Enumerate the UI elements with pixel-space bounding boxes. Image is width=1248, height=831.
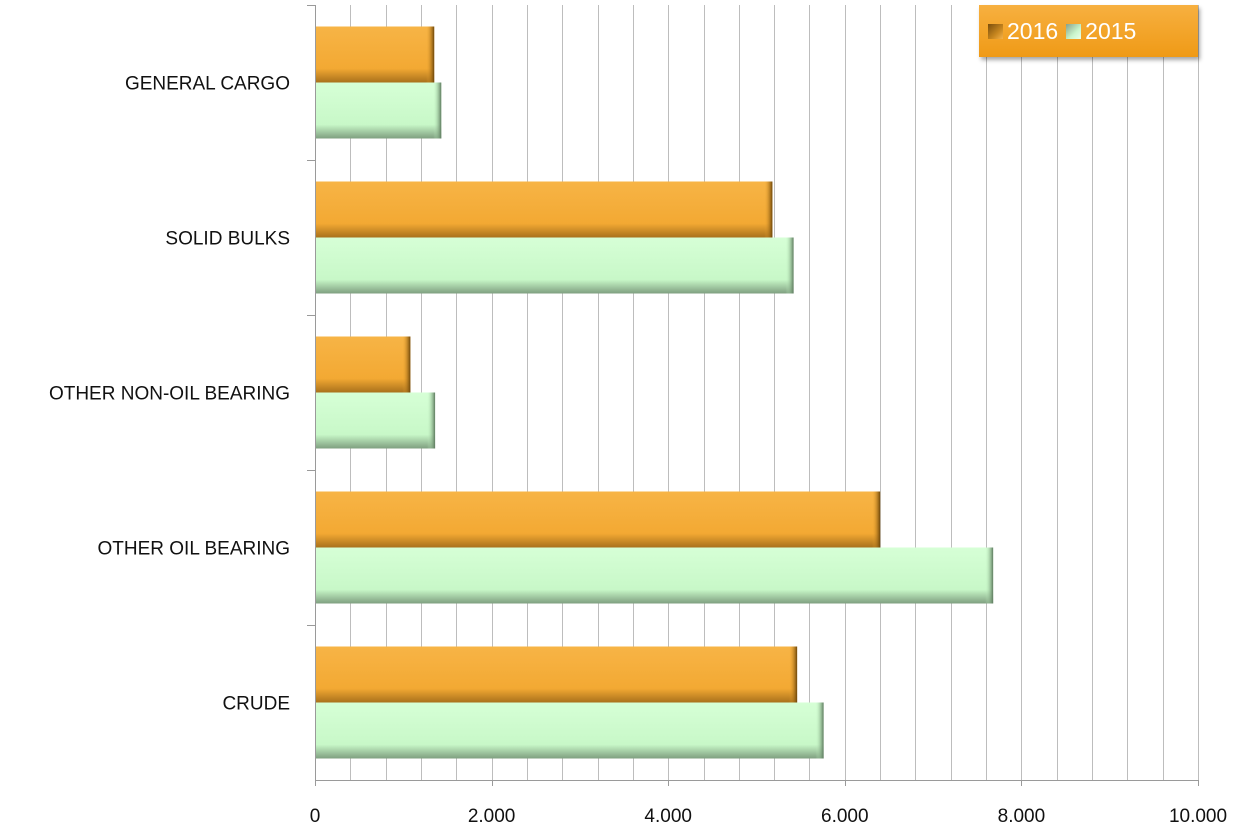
- x-tick-label: 4.000: [644, 806, 692, 827]
- bar-end-2016: [426, 26, 435, 83]
- category-label: GENERAL CARGO: [125, 74, 290, 95]
- legend-label-2015: 2015: [1085, 17, 1137, 44]
- bar-end-2016: [872, 491, 881, 548]
- x-tick-label: 10.000: [1169, 806, 1227, 827]
- category-label: OTHER NON-OIL BEARING: [49, 384, 290, 405]
- bar-2016: [315, 26, 435, 83]
- bar-2016: [315, 336, 411, 393]
- legend-swatch-2016: [988, 23, 1003, 39]
- legend: 2016 2015: [979, 5, 1198, 57]
- bar-2015: [315, 392, 436, 449]
- category-label: OTHER OIL BEARING: [98, 539, 291, 560]
- x-tick-label: 0: [310, 806, 321, 827]
- legend-item-2016: 2016: [988, 18, 1058, 45]
- legend-label-2016: 2016: [1007, 17, 1059, 44]
- bar-end-2015: [427, 392, 436, 449]
- bar-end-2016: [764, 181, 773, 238]
- bars: [315, 26, 994, 759]
- legend-swatch-2015: [1066, 23, 1082, 39]
- bar-2016: [315, 646, 798, 703]
- bar-2015: [315, 702, 824, 759]
- bar-end-2015: [785, 237, 794, 294]
- bar-end-2015: [815, 702, 824, 759]
- gridlines: [350, 5, 1199, 780]
- category-label: SOLID BULKS: [165, 229, 290, 250]
- x-tick-label: 2.000: [468, 806, 516, 827]
- bar-end-2015: [985, 547, 994, 604]
- bar-2016: [315, 491, 881, 548]
- bar-2016: [315, 181, 773, 238]
- bar-2015: [315, 82, 442, 139]
- bar-end-2015: [433, 82, 442, 139]
- axes: [307, 5, 1199, 786]
- labels: GENERAL CARGO SOLID BULKS OTHER NON-OIL BE…: [49, 74, 1227, 828]
- legend-item-2015: 2015: [1066, 18, 1136, 45]
- bar-end-2016: [402, 336, 411, 393]
- bar-2015: [315, 547, 994, 604]
- bar-2015: [315, 237, 794, 294]
- x-tick-label: 8.000: [998, 806, 1046, 827]
- x-tick-label: 6.000: [821, 806, 869, 827]
- bar-end-2016: [789, 646, 798, 703]
- category-label: CRUDE: [222, 694, 290, 715]
